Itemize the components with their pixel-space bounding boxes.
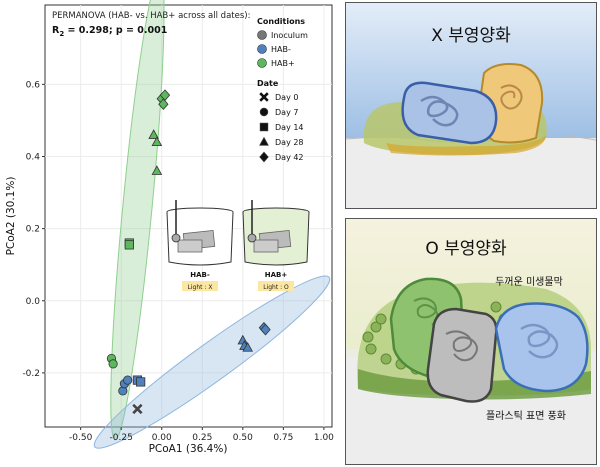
- legend: Conditions Date Inoculum HAB- HAB+ Day 0 Day…: [257, 17, 308, 163]
- point-habplus-square: [124, 240, 134, 250]
- legend-condition-label: HAB-: [271, 45, 291, 54]
- biofilm-label: 두꺼운 미생물막: [495, 276, 563, 288]
- chart-subtitle: R2 = 0.298; p = 0.001: [52, 25, 167, 38]
- y-tick-label: 0.6: [26, 80, 41, 90]
- point-habminus-circle: [123, 375, 133, 385]
- point-habminus-triangle: [242, 341, 253, 352]
- x-tick-label: -0.50: [69, 433, 93, 443]
- legend-date-marker: [259, 122, 269, 132]
- legend-condition-swatch: [257, 58, 267, 68]
- ellipse-habplus: [110, 0, 165, 441]
- x-tick-label: 0.75: [273, 433, 293, 443]
- legend-date-marker: [259, 92, 269, 102]
- x-axis-ticks: -0.50 -0.25 0.00 0.25 0.50 0.75 1.00: [69, 427, 334, 443]
- ellipse-habminus: [93, 275, 331, 449]
- legend-conditions-title: Conditions: [257, 17, 305, 26]
- point-habminus-diamond: [260, 323, 271, 336]
- light-tag: [182, 281, 218, 291]
- y-tick-label: -0.2: [22, 369, 40, 379]
- x-tick-label: 0.25: [192, 433, 212, 443]
- panel-x-title: X 부영양화: [431, 26, 511, 46]
- plastic-sample: [177, 239, 203, 253]
- point-inoculum-x: [132, 403, 143, 415]
- y-axis-label: PCoA2 (30.1%): [5, 177, 17, 256]
- x-tick-label: 1.00: [314, 433, 334, 443]
- plastic-surface: [346, 138, 596, 208]
- legend-date-title: Date: [257, 79, 279, 88]
- legend-date-marker: [259, 151, 269, 163]
- x-tick-label: 0.00: [152, 433, 172, 443]
- point-habplus-triangle: [148, 129, 159, 139]
- legend-date-label: Day 14: [275, 123, 304, 132]
- legend-condition-swatch: [257, 44, 267, 54]
- data-points: [106, 89, 271, 415]
- x-tick-label: 0.50: [233, 433, 253, 443]
- point-habplus-diamond: [158, 98, 169, 111]
- light-tag: [258, 281, 294, 291]
- legend-date-label: Day 28: [275, 138, 304, 147]
- panel-o-illustration: O 부영양화 두꺼운 미생물막 플라스틱 표면 풍화: [346, 219, 596, 464]
- legend-condition-label: HAB+: [271, 59, 295, 68]
- x-axis-label: PCoA1 (36.4%): [149, 443, 228, 455]
- panel-x-illustration: X 부영양화: [346, 3, 596, 208]
- panel-o-title: O 부영양화: [425, 239, 507, 259]
- y-tick-label: 0.4: [26, 152, 41, 162]
- x-tick-label: -0.25: [110, 433, 133, 443]
- light-tag-label: Light : X: [188, 284, 213, 291]
- point-habplus-triangle: [151, 165, 163, 175]
- legend-date-label: Day 0: [275, 93, 298, 102]
- confidence-ellipses: [93, 0, 331, 449]
- plastic-sample: [253, 239, 279, 253]
- legend-date-label: Day 7: [275, 108, 298, 117]
- weathering-label: 플라스틱 표면 풍화: [486, 410, 566, 422]
- pcoa-chart: -0.50 -0.25 0.00 0.25 0.50 0.75 1.00 -0.2 0.0 0.…: [5, 0, 334, 455]
- y-axis-ticks: -0.2 0.0 0.2 0.4 0.6: [22, 80, 45, 379]
- blue-microbe-large: [494, 302, 589, 393]
- point-habminus-square: [136, 377, 146, 387]
- legend-condition-label: Inoculum: [271, 31, 308, 40]
- legend-date-marker: [259, 107, 269, 117]
- legend-date-marker: [259, 136, 269, 146]
- probe-tip: [247, 233, 257, 243]
- point-habplus-diamond: [159, 89, 171, 102]
- legend-date-label: Day 42: [275, 153, 304, 162]
- point-habplus-circle: [108, 359, 118, 369]
- point-habplus-triangle: [151, 136, 163, 147]
- legend-condition-swatch: [257, 30, 267, 40]
- probe-tip: [171, 233, 181, 243]
- y-tick-label: 0.0: [26, 297, 41, 307]
- chart-title: PERMANOVA (HAB- vs. HAB+ across all date…: [52, 11, 250, 21]
- y-tick-label: 0.2: [26, 225, 40, 235]
- light-tag-label: Light : O: [263, 284, 289, 291]
- gray-microbe: [426, 307, 498, 403]
- panel-eutrophication: O 부영양화 두꺼운 미생물막 플라스틱 표면 풍화: [345, 218, 597, 465]
- panel-no-eutrophication: X 부영양화: [345, 2, 597, 209]
- inset-condition-label: HAB-: [190, 271, 210, 279]
- inset-condition-label: HAB+: [265, 271, 288, 279]
- inset-illustration: HAB- Light : X HAB+ Light : O: [166, 200, 310, 291]
